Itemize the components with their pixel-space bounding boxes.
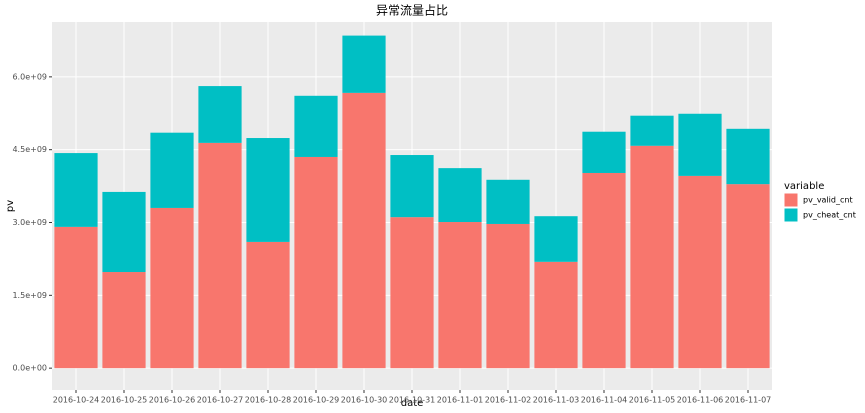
x-tick-label: 2016-10-31 <box>389 396 436 405</box>
x-tick-label: 2016-11-03 <box>533 396 580 405</box>
y-tick-label: 3.0e+09 <box>12 218 47 227</box>
x-tick-label: 2016-10-25 <box>101 396 148 405</box>
x-tick-label: 2016-11-04 <box>581 396 628 405</box>
y-tick-label: 4.5e+09 <box>12 145 47 154</box>
legend-key <box>783 207 799 223</box>
bar-segment <box>150 207 194 369</box>
bar-segment <box>630 145 674 369</box>
x-tick-label: 2016-10-26 <box>149 396 196 405</box>
x-tick-label: 2016-10-28 <box>245 396 292 405</box>
x-tick-label: 2016-11-01 <box>437 396 484 405</box>
legend-key <box>783 192 799 208</box>
bar-segment <box>102 272 146 369</box>
bar-segment <box>390 217 434 369</box>
bar-segment <box>294 95 338 157</box>
bar-segment <box>678 175 722 369</box>
bar-segment <box>54 153 98 227</box>
bar-segment <box>246 138 290 242</box>
bar-segment <box>582 131 626 173</box>
bar-segment <box>438 168 482 223</box>
legend-title: variable <box>784 181 824 192</box>
x-axis-title: date <box>401 398 424 409</box>
bar-segment <box>342 35 386 93</box>
bar-segment <box>678 113 722 176</box>
bar-segment <box>534 261 578 369</box>
bar-segment <box>726 184 770 369</box>
bar-segment <box>342 92 386 369</box>
x-tick-label: 2016-10-27 <box>197 396 244 405</box>
bar-segment <box>630 115 674 146</box>
x-tick-label: 2016-11-02 <box>485 396 532 405</box>
y-tick-label: 1.5e+09 <box>12 291 47 300</box>
bar-segment <box>246 241 290 369</box>
bar-segment <box>198 86 242 143</box>
x-tick-label: 2016-11-06 <box>677 396 724 405</box>
bar-segment <box>582 172 626 369</box>
y-tick-label: 0.0e+00 <box>12 364 47 373</box>
bar-segment <box>486 223 530 369</box>
bar-segment <box>438 222 482 369</box>
x-tick-label: 2016-11-07 <box>725 396 772 405</box>
x-tick-label: 2016-11-05 <box>629 396 676 405</box>
chart-title: 异常流量占比 <box>376 3 448 18</box>
bar-segment <box>294 156 338 369</box>
x-tick-label: 2016-10-24 <box>53 396 100 405</box>
bar-segment <box>534 216 578 262</box>
bar-segment <box>54 226 98 369</box>
bar-segment <box>198 142 242 369</box>
bar-segment <box>390 155 434 218</box>
bar-segment <box>726 128 770 185</box>
x-tick-label: 2016-10-29 <box>293 396 340 405</box>
bar-segment <box>150 132 194 208</box>
y-axis-title: pv <box>5 200 16 212</box>
bar-segment <box>102 191 146 273</box>
bar-segment <box>486 179 530 224</box>
legend-label: pv_valid_cnt <box>803 196 853 205</box>
legend-label: pv_cheat_cnt <box>803 211 856 220</box>
y-tick-label: 6.0e+09 <box>12 72 47 81</box>
x-tick-label: 2016-10-30 <box>341 396 388 405</box>
